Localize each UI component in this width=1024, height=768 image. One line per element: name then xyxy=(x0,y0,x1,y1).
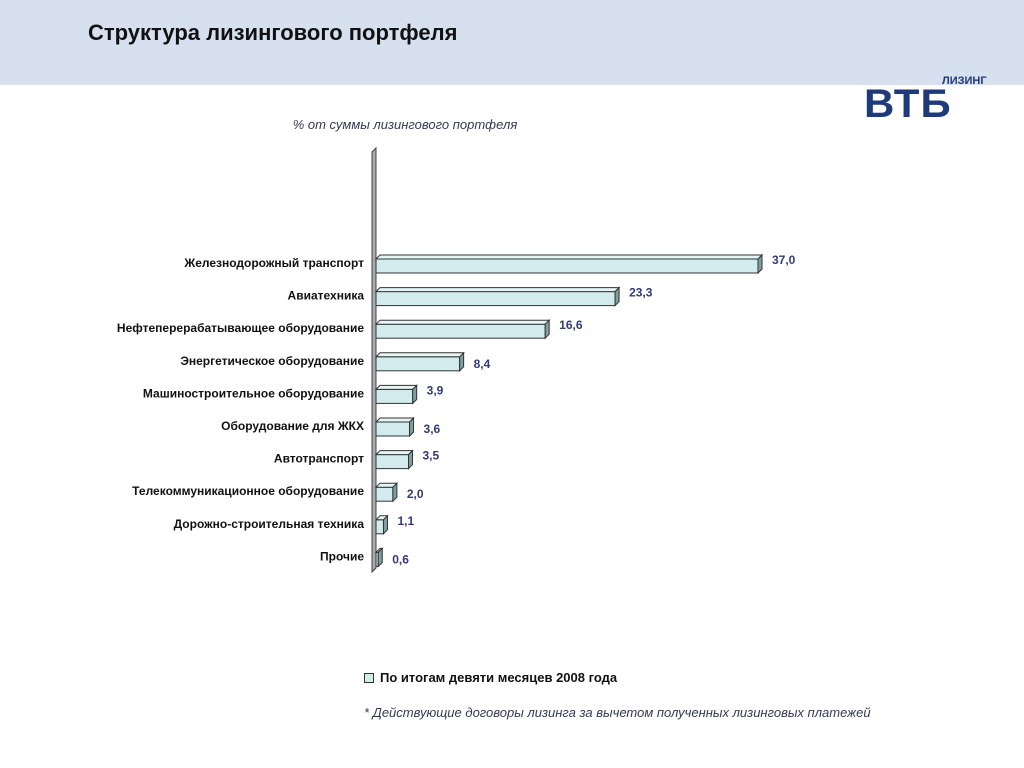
bar-8 xyxy=(374,514,389,536)
bar-side xyxy=(459,351,465,373)
header-band xyxy=(0,0,1024,85)
bar-1 xyxy=(374,286,621,307)
bar-0 xyxy=(374,253,764,275)
bar-top xyxy=(374,384,418,390)
bar-front xyxy=(375,291,616,307)
bar-top xyxy=(374,319,551,325)
value-label-2: 16,6 xyxy=(559,318,583,332)
category-label-1: Авиатехника xyxy=(288,289,365,303)
value-label-1: 23,3 xyxy=(629,286,653,300)
category-label-2: Нефтеперерабатывающее оборудование xyxy=(117,321,364,335)
bar-5 xyxy=(374,416,415,438)
bar-front xyxy=(375,519,384,535)
category-label-6: Автотранспорт xyxy=(274,452,364,466)
bar-front xyxy=(375,486,394,502)
bar-6 xyxy=(374,449,414,470)
bar-front xyxy=(375,323,546,339)
bar-front xyxy=(375,388,414,404)
vtb-logo: ВТБ ЛИЗИНГ xyxy=(864,74,994,126)
bar-front xyxy=(375,454,410,470)
bar-side xyxy=(382,514,388,536)
bar-side xyxy=(408,449,414,470)
bar-7 xyxy=(374,481,399,503)
bar-front xyxy=(375,421,411,437)
bar-side xyxy=(614,286,620,307)
category-label-8: Дорожно-строительная техника xyxy=(174,517,365,531)
bar-top xyxy=(374,287,621,293)
category-label-3: Энергетическое оборудование xyxy=(180,354,364,368)
footnote: * Действующие договоры лизинга за вычето… xyxy=(364,705,871,720)
value-label-4: 3,9 xyxy=(427,383,444,397)
category-label-9: Прочие xyxy=(320,549,364,563)
bar-top xyxy=(374,352,465,358)
bar-top xyxy=(374,450,414,456)
category-label-4: Машиностроительное оборудование xyxy=(143,386,364,400)
bar-side xyxy=(392,481,398,503)
legend: По итогам девяти месяцев 2008 года xyxy=(364,670,617,685)
bar-top xyxy=(374,417,415,423)
bar-side xyxy=(544,318,550,340)
bar-side xyxy=(757,253,763,275)
logo-main-text: ВТБ xyxy=(864,82,952,126)
logo-sub-text: ЛИЗИНГ xyxy=(942,75,987,87)
value-label-5: 3,6 xyxy=(424,422,441,436)
category-label-0: Железнодорожный транспорт xyxy=(183,256,364,270)
value-label-0: 37,0 xyxy=(772,253,796,267)
category-label-5: Оборудование для ЖКХ xyxy=(221,419,364,433)
value-label-7: 2,0 xyxy=(407,487,424,501)
bar-2 xyxy=(374,318,551,340)
bar-front xyxy=(375,356,461,372)
bar-3 xyxy=(374,351,465,373)
bar-side xyxy=(409,416,415,438)
legend-label: По итогам девяти месяцев 2008 года xyxy=(380,670,618,685)
value-label-3: 8,4 xyxy=(474,357,491,371)
axis-wall xyxy=(371,146,377,574)
value-label-8: 1,1 xyxy=(397,514,414,528)
category-label-7: Телекоммуникационное оборудование xyxy=(132,484,364,498)
bar-side xyxy=(377,547,383,568)
value-label-9: 0,6 xyxy=(392,552,409,566)
page-title: Структура лизингового портфеля xyxy=(88,20,458,45)
bar-top xyxy=(374,254,764,260)
bar-side xyxy=(412,384,418,405)
bar-9 xyxy=(374,547,384,568)
chart-title: % от суммы лизингового портфеля xyxy=(292,117,518,132)
bar-front xyxy=(375,258,759,274)
value-label-6: 3,5 xyxy=(423,449,440,463)
legend-swatch xyxy=(364,672,374,683)
bar-4 xyxy=(374,384,418,405)
